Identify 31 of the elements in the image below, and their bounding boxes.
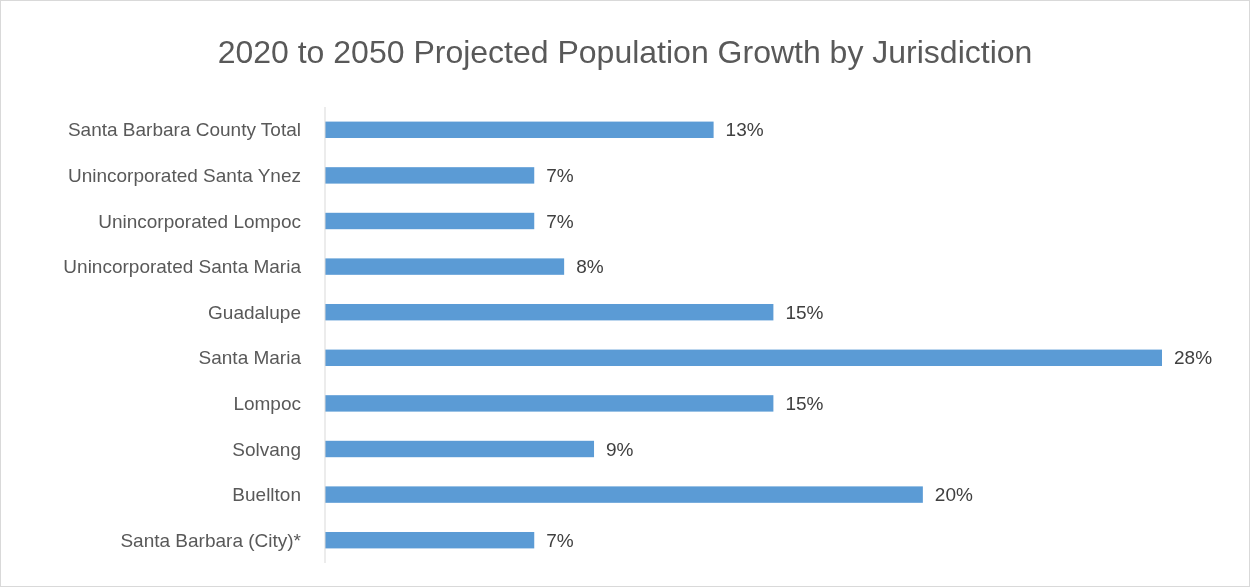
data-label: 9%: [606, 438, 634, 460]
y-tick-label: Santa Barbara County Total: [67, 119, 301, 141]
y-tick-label: Guadalupe: [208, 301, 301, 323]
y-tick-label: Solvang: [232, 438, 301, 460]
y-tick-label: Santa Maria: [198, 347, 302, 369]
bar: [325, 121, 714, 139]
bar: [325, 531, 535, 549]
data-label: 28%: [1174, 347, 1213, 369]
y-tick-label: Unincorporated Lompoc: [98, 210, 301, 232]
bar: [325, 258, 565, 275]
data-label: 7%: [546, 210, 574, 232]
data-label: 7%: [546, 529, 574, 551]
y-tick-label: Unincorporated Santa Ynez: [67, 164, 301, 186]
bar: [325, 486, 923, 503]
bar: [325, 212, 535, 230]
data-label: 13%: [725, 119, 764, 141]
data-label: 20%: [934, 484, 973, 506]
bar: [325, 303, 774, 321]
bar: [325, 440, 595, 458]
data-label: 15%: [785, 301, 824, 323]
y-tick-label: Unincorporated Santa Maria: [63, 256, 302, 278]
data-label: 7%: [546, 164, 574, 186]
y-tick-label: Santa Barbara (City)*: [120, 529, 302, 551]
data-label: 15%: [785, 392, 824, 414]
bar: [325, 167, 535, 184]
bar: [325, 395, 774, 412]
y-tick-label: Lompoc: [233, 392, 301, 414]
y-tick-label: Buellton: [232, 484, 301, 506]
chart-title: 2020 to 2050 Projected Population Growth by Jurisdiction: [217, 34, 1033, 70]
bar: [325, 349, 1162, 367]
data-label: 8%: [576, 256, 604, 278]
